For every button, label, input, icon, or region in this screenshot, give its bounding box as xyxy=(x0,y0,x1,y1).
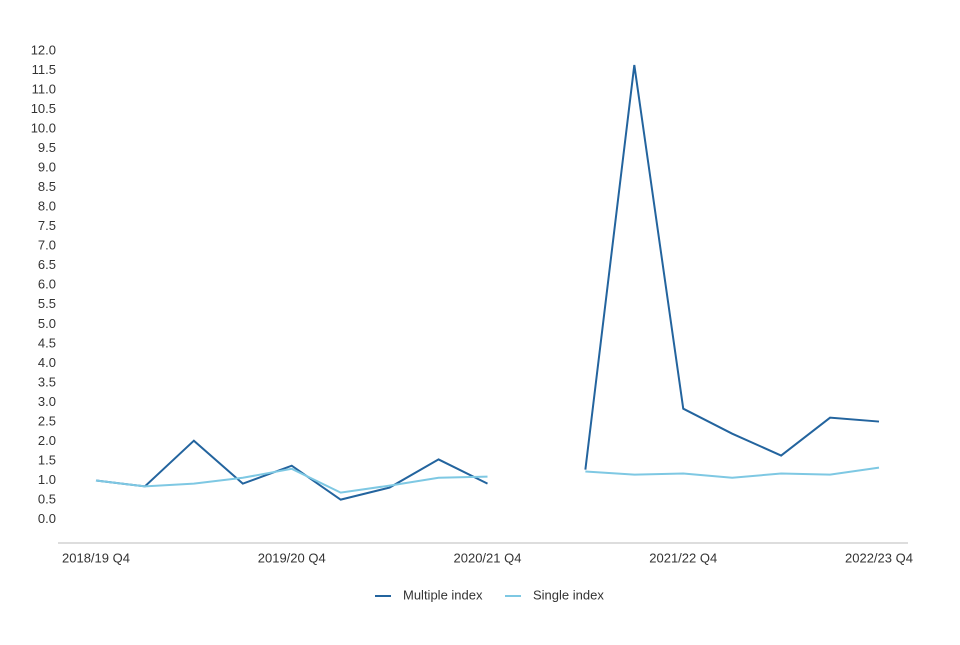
y-tick-label: 5.0 xyxy=(38,316,56,331)
y-tick-label: 2.0 xyxy=(38,433,56,448)
y-tick-label: 10.0 xyxy=(31,121,56,136)
y-tick-label: 9.5 xyxy=(38,140,56,155)
y-tick-label: 7.5 xyxy=(38,218,56,233)
y-tick-label: 12.0 xyxy=(31,42,56,57)
y-tick-label: 9.0 xyxy=(38,160,56,175)
x-tick-label: 2019/20 Q4 xyxy=(258,550,326,565)
y-tick-label: 8.0 xyxy=(38,199,56,214)
y-tick-label: 5.5 xyxy=(38,296,56,311)
y-tick-label: 2.5 xyxy=(38,413,56,428)
y-tick-label: 11.0 xyxy=(32,81,56,96)
y-tick-label: 3.0 xyxy=(38,394,56,409)
y-tick-label: 7.0 xyxy=(38,238,56,253)
y-tick-label: 8.5 xyxy=(38,179,56,194)
y-tick-label: 4.5 xyxy=(38,335,56,350)
x-tick-label: 2018/19 Q4 xyxy=(62,550,130,565)
y-tick-label: 6.5 xyxy=(38,257,56,272)
x-tick-label: 2021/22 Q4 xyxy=(649,550,717,565)
y-tick-label: 11.5 xyxy=(32,62,56,77)
y-tick-label: 4.0 xyxy=(38,355,56,370)
y-tick-label: 1.0 xyxy=(38,472,56,487)
x-tick-label: 2020/21 Q4 xyxy=(454,550,522,565)
legend-label: Multiple index xyxy=(403,587,483,602)
y-tick-label: 10.5 xyxy=(31,101,56,116)
y-tick-label: 1.5 xyxy=(38,452,56,467)
legend-label: Single index xyxy=(533,587,604,602)
line-series xyxy=(95,466,880,494)
y-tick-label: 3.5 xyxy=(38,374,56,389)
x-tick-label: 2022/23 Q4 xyxy=(845,550,913,565)
line-series xyxy=(95,64,880,501)
y-tick-label: 0.5 xyxy=(38,491,56,506)
y-tick-label: 0.0 xyxy=(38,511,56,526)
y-tick-label: 6.0 xyxy=(38,277,56,292)
